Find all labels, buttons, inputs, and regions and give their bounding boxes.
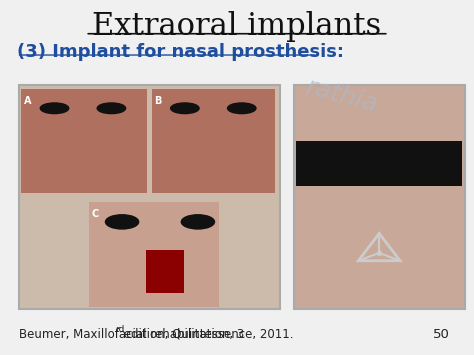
Text: rathia: rathia <box>302 75 380 117</box>
Bar <box>89 202 219 307</box>
Bar <box>152 89 275 193</box>
Ellipse shape <box>97 103 126 114</box>
Ellipse shape <box>40 103 69 114</box>
Text: A: A <box>24 96 31 106</box>
Text: Extraoral implants: Extraoral implants <box>92 11 382 42</box>
Bar <box>21 89 147 193</box>
Text: edition, Quintessence, 2011.: edition, Quintessence, 2011. <box>120 328 293 341</box>
Bar <box>296 141 462 186</box>
Text: Beumer, Maxillofacial rehabilitation, 3: Beumer, Maxillofacial rehabilitation, 3 <box>19 328 244 341</box>
Text: C: C <box>91 209 99 219</box>
Ellipse shape <box>181 215 214 229</box>
Bar <box>294 85 465 309</box>
Text: (3) Implant for nasal prosthesis:: (3) Implant for nasal prosthesis: <box>17 43 344 61</box>
Bar <box>19 85 280 309</box>
Bar <box>146 250 184 293</box>
Ellipse shape <box>228 103 256 114</box>
Ellipse shape <box>106 215 139 229</box>
Ellipse shape <box>171 103 199 114</box>
Text: 50: 50 <box>433 328 450 341</box>
Text: rd: rd <box>115 326 125 334</box>
Text: B: B <box>154 96 162 106</box>
